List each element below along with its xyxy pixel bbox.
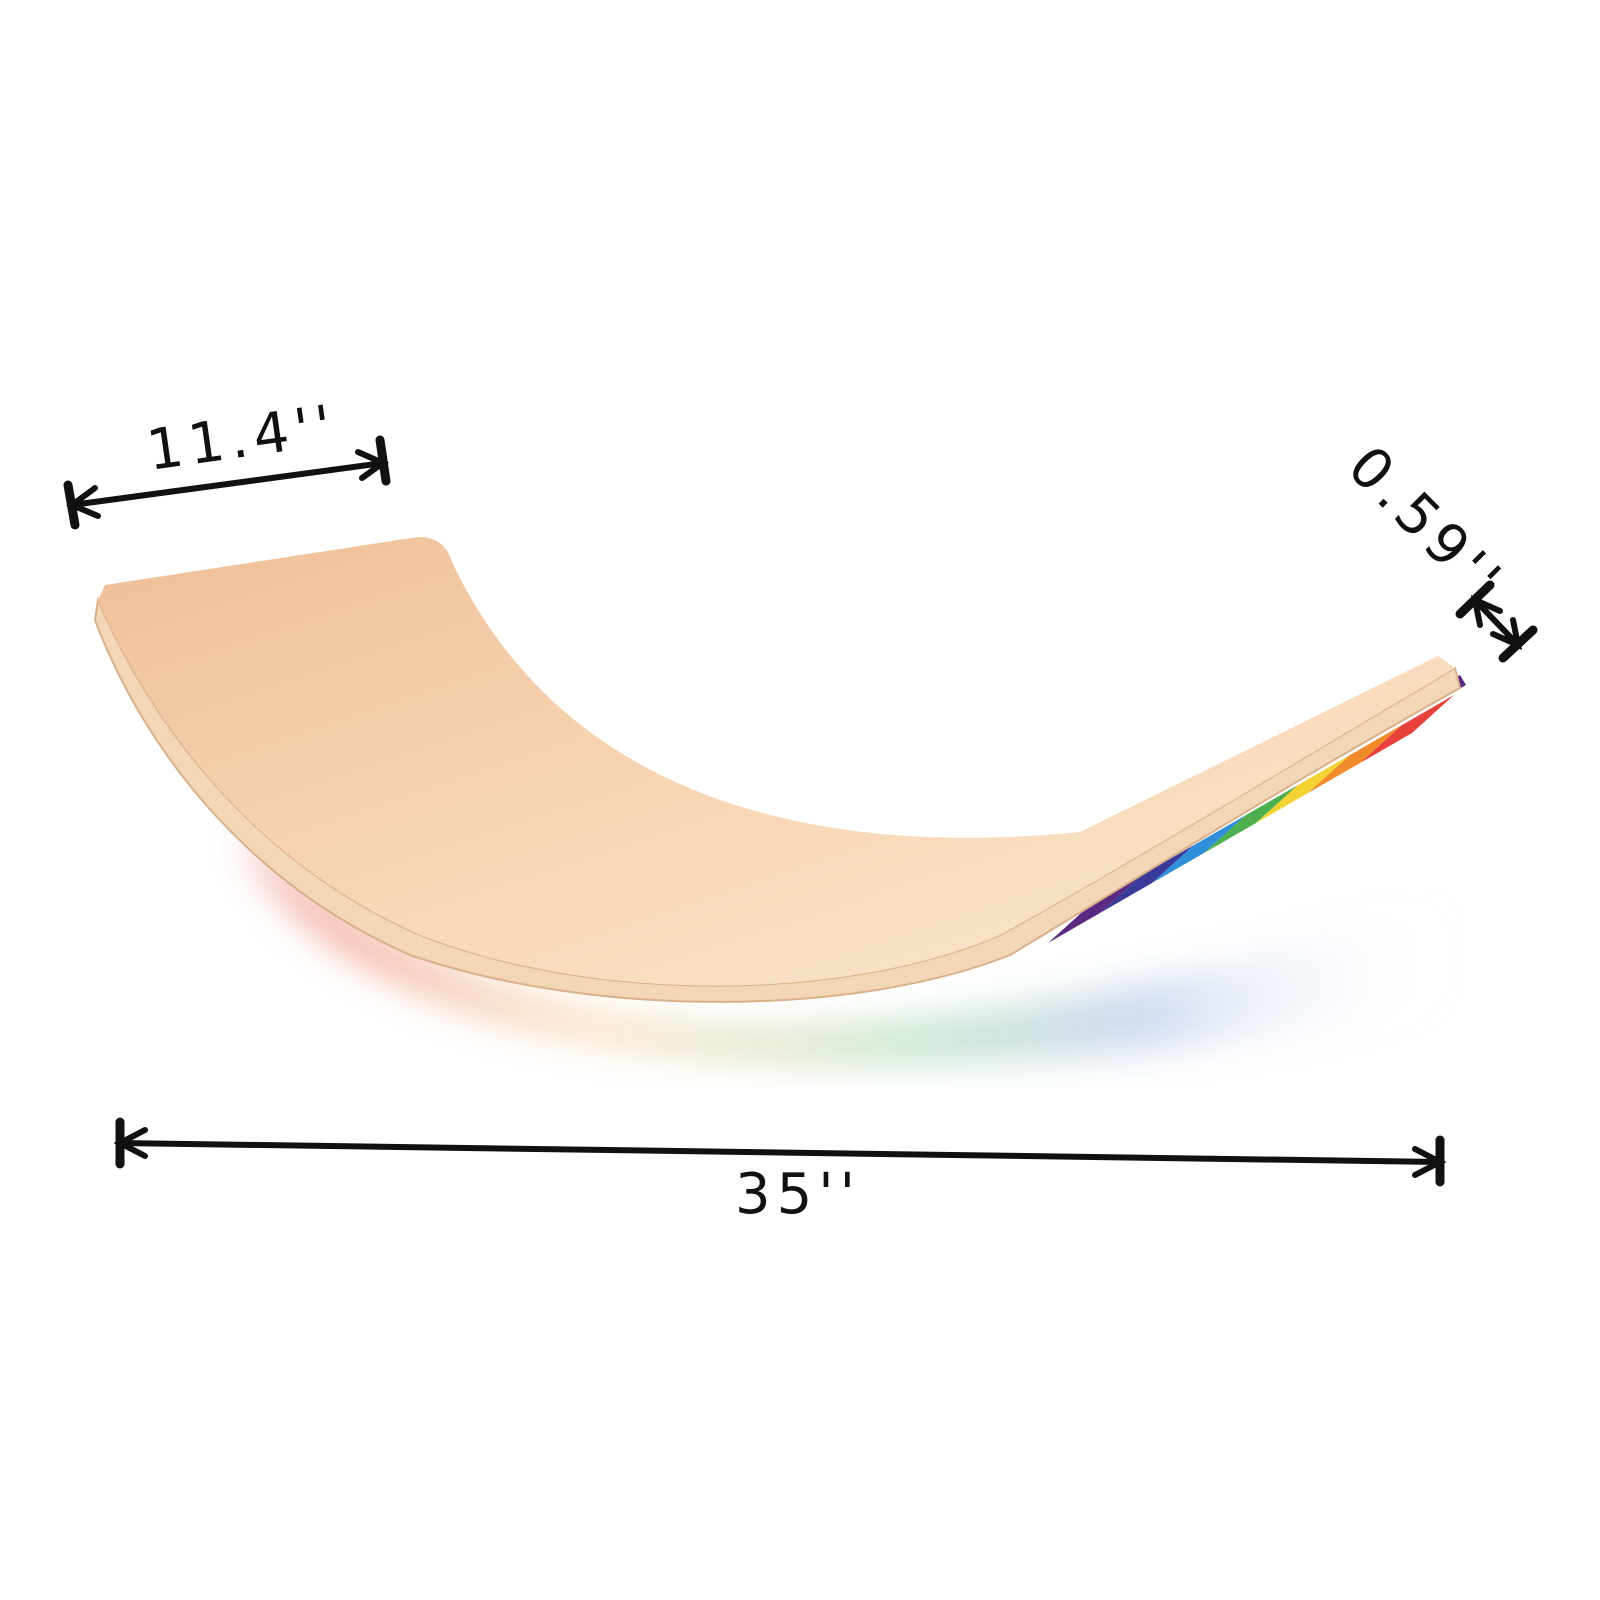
board-shadow <box>240 830 1450 1064</box>
rainbow-stripe <box>1204 785 1298 853</box>
thickness-dimension <box>1455 580 1538 663</box>
thickness-label: 0.59'' <box>1335 434 1516 615</box>
length-label: 35'' <box>735 1162 861 1227</box>
rainbow-stripe <box>1256 755 1350 823</box>
rainbow-stripe <box>1048 875 1142 943</box>
rainbow-stripe <box>1360 695 1454 763</box>
width-dimension <box>63 435 391 530</box>
rainbow-stripe <box>1308 725 1402 793</box>
board-top-surface <box>98 536 1455 986</box>
length-dimension <box>113 1117 1447 1187</box>
rainbow-stripe <box>1152 815 1246 883</box>
rainbow-stripe <box>1100 845 1194 913</box>
